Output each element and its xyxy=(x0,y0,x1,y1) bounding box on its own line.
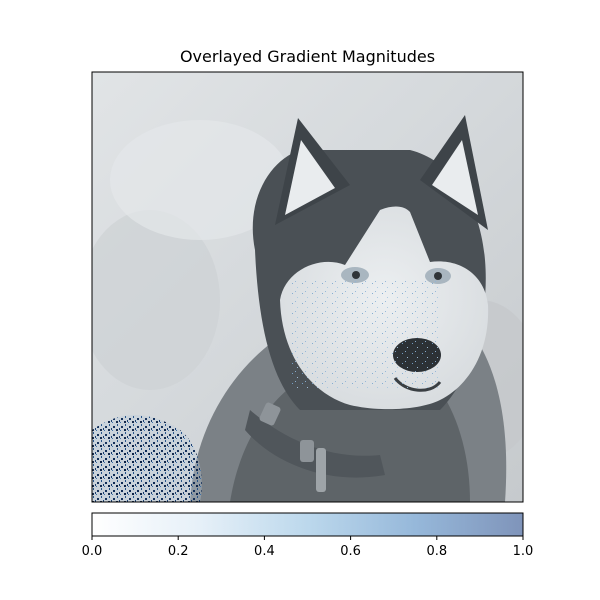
plot-title: Overlayed Gradient Magnitudes xyxy=(179,47,436,66)
colorbar-tick-labels: 0.0 0.2 0.4 0.6 0.8 1.0 xyxy=(82,544,534,559)
dog-image xyxy=(92,72,523,502)
image-frame xyxy=(91,71,524,503)
tick-label-2: 0.4 xyxy=(254,544,275,559)
tick-label-3: 0.6 xyxy=(340,544,361,559)
colorbar xyxy=(92,513,523,536)
tick-label-0: 0.0 xyxy=(82,544,103,559)
tick-label-4: 0.8 xyxy=(426,544,447,559)
tick-label-5: 1.0 xyxy=(513,544,534,559)
colorbar-ticks xyxy=(91,536,524,540)
tick-label-1: 0.2 xyxy=(168,544,189,559)
